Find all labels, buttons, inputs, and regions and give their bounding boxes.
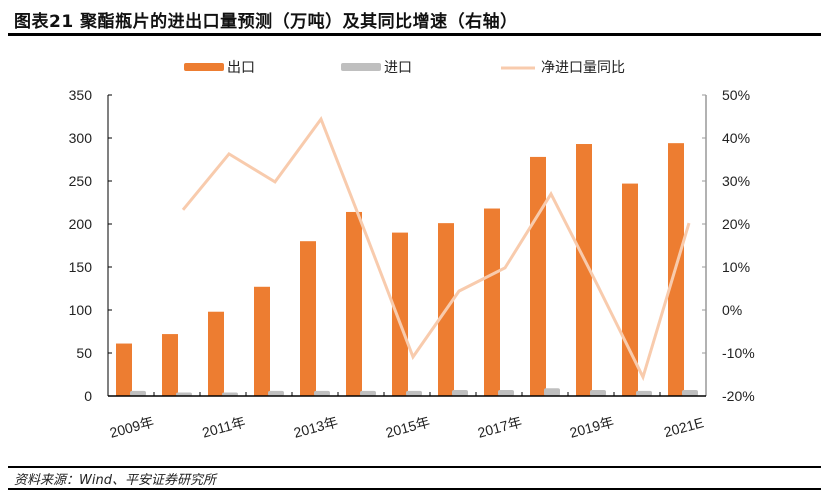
source-note: 资料来源：Wind、平安证券研究所 — [14, 473, 216, 488]
x-axis-label: 2017年 — [476, 414, 524, 441]
export-bar — [530, 156, 546, 396]
left-axis-label: 150 — [69, 259, 93, 275]
footer: 资料来源：Wind、平安证券研究所 — [8, 466, 821, 490]
right-axis-label: 10% — [722, 259, 750, 275]
import-bar — [406, 390, 422, 396]
import-bar — [360, 390, 376, 396]
x-axis-label: 2009年 — [108, 414, 156, 441]
export-bar — [162, 334, 178, 396]
left-axis-label: 200 — [69, 216, 93, 232]
legend-export-swatch — [184, 63, 224, 71]
export-bar — [300, 241, 316, 396]
import-bar — [222, 392, 238, 396]
left-axis-label: 250 — [69, 173, 93, 189]
left-axis-label: 300 — [69, 130, 93, 146]
legend-line-label: 净进口量同比 — [541, 59, 625, 75]
export-bar — [576, 144, 592, 396]
net-import-yoy-line — [181, 116, 691, 382]
legend-export-label: 出口 — [227, 59, 255, 75]
x-axis-label: 2021E — [662, 414, 705, 440]
import-bar — [452, 389, 468, 396]
chart: 出口 进口 净进口量同比 0 50 100 150 200 250 300 350 -20% -10% 0… — [69, 59, 755, 441]
left-axis-label: 0 — [84, 388, 92, 404]
x-axis-label: 2019年 — [568, 414, 616, 441]
export-bar — [254, 286, 270, 396]
export-bar — [392, 232, 408, 396]
right-axis-label: 30% — [722, 173, 750, 189]
right-axis-label: -10% — [722, 345, 755, 361]
import-bar — [636, 390, 652, 396]
left-axis-label: 100 — [69, 302, 93, 318]
import-bar — [314, 390, 330, 396]
legend-import-swatch — [341, 63, 381, 71]
import-bar — [590, 389, 606, 396]
import-bar — [268, 390, 284, 396]
left-axis-label: 350 — [69, 87, 93, 103]
import-bar — [682, 389, 698, 396]
right-axis-label: -20% — [722, 388, 755, 404]
export-bar — [208, 311, 224, 396]
x-axis-label: 2011年 — [200, 414, 247, 441]
export-bar — [484, 208, 500, 396]
right-axis-label: 0% — [722, 302, 742, 318]
right-axis-label: 50% — [722, 87, 750, 103]
x-axis-label: 2015年 — [384, 414, 432, 441]
export-bar — [116, 343, 132, 396]
import-bar — [544, 388, 560, 396]
import-bar — [130, 390, 146, 396]
legend-import-label: 进口 — [384, 59, 412, 75]
import-bar — [498, 389, 514, 396]
figure-title-bar: 图表21 聚酯瓶片的进出口量预测（万吨）及其同比增速（右轴） — [8, 0, 821, 36]
import-bar — [176, 392, 192, 396]
left-axis-label: 50 — [76, 345, 92, 361]
x-axis-label: 2013年 — [292, 414, 340, 441]
right-axis-label: 40% — [722, 130, 750, 146]
export-bar — [346, 211, 362, 396]
right-axis-label: 20% — [722, 216, 750, 232]
figure-title: 图表21 聚酯瓶片的进出口量预测（万吨）及其同比增速（右轴） — [14, 12, 518, 32]
